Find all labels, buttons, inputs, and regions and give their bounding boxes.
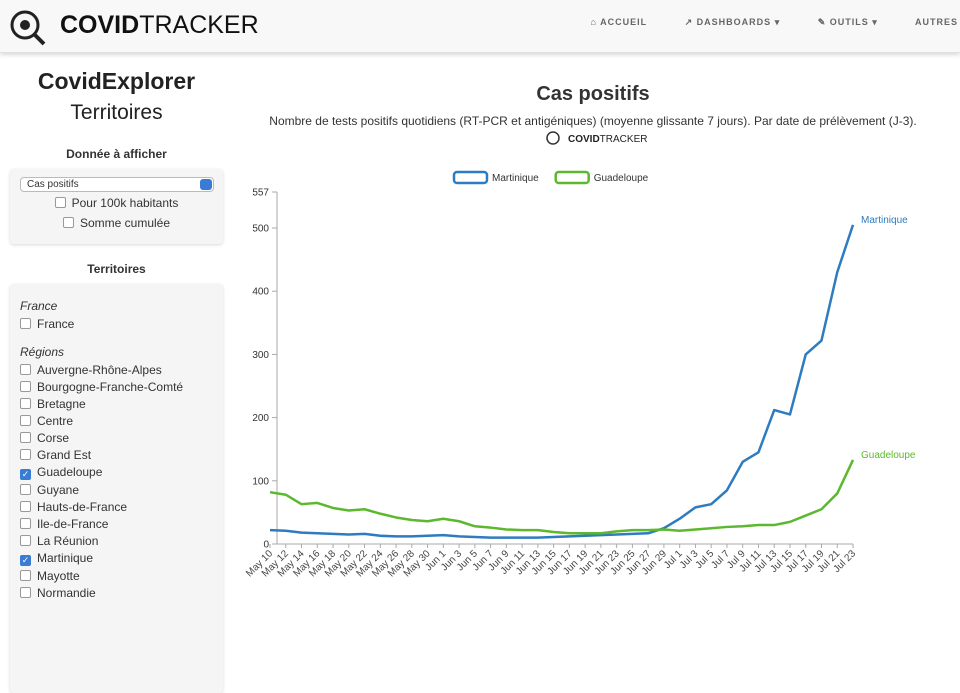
- nav-label: OUTILS: [830, 17, 869, 27]
- checkbox-label: Normandie: [37, 586, 96, 600]
- chart-credit: COVIDTRACKER: [568, 134, 647, 145]
- credit-icon: [547, 132, 559, 144]
- checkbox-label: Somme cumulée: [80, 216, 170, 230]
- checkbox-row[interactable]: France: [20, 317, 213, 331]
- checkbox[interactable]: [20, 364, 31, 375]
- options-panel: Cas positifs Pour 100k habitants Somme cu…: [10, 169, 223, 244]
- checkbox[interactable]: [63, 217, 74, 228]
- group-label: France: [20, 299, 213, 313]
- group-label: Régions: [20, 345, 213, 359]
- checkbox-label: Martinique: [37, 551, 93, 565]
- checkbox-row[interactable]: Auvergne-Rhône-Alpes: [20, 363, 213, 377]
- credit-bold: COVID: [568, 134, 600, 145]
- nav-label: ACCUEIL: [600, 17, 647, 27]
- checkbox-row[interactable]: Somme cumulée: [20, 216, 213, 230]
- nav-item[interactable]: AUTRES: [915, 17, 958, 27]
- series-end-label: Martinique: [861, 215, 908, 226]
- checkbox-row[interactable]: Ile-de-France: [20, 517, 213, 531]
- series-line: [270, 460, 853, 533]
- checkbox[interactable]: [20, 587, 31, 598]
- checkbox-label: Corse: [37, 431, 69, 445]
- select-value: Cas positifs: [27, 179, 79, 190]
- nav-item[interactable]: ↗ DASHBOARDS ▾: [685, 17, 781, 27]
- checkbox-row[interactable]: Bourgogne-Franche-Comté: [20, 380, 213, 394]
- y-tick-label: 100: [252, 476, 269, 487]
- checkbox-label: Centre: [37, 414, 73, 428]
- checkbox-label: Bourgogne-Franche-Comté: [37, 380, 183, 394]
- checkbox-label: Grand Est: [37, 448, 91, 462]
- y-tick-label: 300: [252, 350, 269, 361]
- sidebar-subtitle: Territoires: [10, 101, 223, 125]
- checkbox-label: Guadeloupe: [37, 465, 102, 479]
- nav-items: ⌂ ACCUEIL ↗ DASHBOARDS ▾ ✎ OUTILS ▾ AUTR…: [591, 17, 960, 28]
- legend-swatch: [454, 172, 487, 183]
- credit-light: TRACKER: [600, 134, 648, 145]
- checkbox[interactable]: [20, 318, 31, 329]
- checkbox-row[interactable]: La Réunion: [20, 534, 213, 548]
- chart-title: Cas positifs: [536, 83, 649, 105]
- checkbox[interactable]: [20, 432, 31, 443]
- checkbox[interactable]: [55, 197, 66, 208]
- checkbox[interactable]: [20, 381, 31, 392]
- checkbox[interactable]: [20, 398, 31, 409]
- checkbox[interactable]: [20, 449, 31, 460]
- checkbox[interactable]: [20, 415, 31, 426]
- checkbox[interactable]: ✓: [20, 555, 31, 566]
- select-arrow: [200, 179, 212, 190]
- y-tick-label: 400: [252, 287, 269, 298]
- logo: [8, 8, 46, 46]
- checkbox[interactable]: [20, 484, 31, 495]
- checkbox[interactable]: [20, 535, 31, 546]
- legend-label: Guadeloupe: [594, 173, 649, 184]
- checkbox[interactable]: ✓: [20, 469, 31, 480]
- nav-label: AUTRES: [915, 17, 958, 27]
- nav-item[interactable]: ✎ OUTILS ▾: [818, 17, 878, 27]
- y-tick-label: 500: [252, 224, 269, 235]
- chart: Cas positifs Nombre de tests positifs quo…: [230, 60, 960, 594]
- chart-subtitle: Nombre de tests positifs quotidiens (RT-…: [269, 114, 916, 128]
- brand-light: TRACKER: [139, 11, 258, 39]
- checkbox-row[interactable]: Guyane: [20, 483, 213, 497]
- checkbox-row[interactable]: Bretagne: [20, 397, 213, 411]
- legend-swatch: [556, 172, 589, 183]
- checkbox[interactable]: [20, 518, 31, 529]
- checkbox-label: Bretagne: [37, 397, 86, 411]
- checkbox-row[interactable]: Pour 100k habitants: [20, 196, 213, 210]
- checkbox[interactable]: [20, 501, 31, 512]
- checkbox-label: Pour 100k habitants: [72, 196, 179, 210]
- checkbox-label: La Réunion: [37, 534, 98, 548]
- territories-panel: France France Régions Auvergne-Rhône-Alpes B…: [10, 284, 223, 693]
- section-heading: Donnée à afficher: [10, 147, 223, 161]
- checkbox-label: Guyane: [37, 483, 79, 497]
- sidebar: CovidExplorer Territoires Donnée à affic…: [10, 60, 223, 693]
- legend-label: Martinique: [492, 173, 539, 184]
- nav-item[interactable]: ⌂ ACCUEIL: [591, 17, 648, 27]
- section-heading: Territoires: [10, 262, 223, 276]
- checkbox-row[interactable]: Hauts-de-France: [20, 500, 213, 514]
- sidebar-title: CovidExplorer: [10, 68, 223, 95]
- checkbox-row[interactable]: Mayotte: [20, 569, 213, 583]
- navbar: COVIDTRACKER ⌂ ACCUEIL ↗ DASHBOARDS ▾ ✎ …: [0, 0, 960, 53]
- checkbox-label: Hauts-de-France: [37, 500, 127, 514]
- checkbox-row[interactable]: ✓ Guadeloupe: [20, 465, 213, 480]
- nav-label: DASHBOARDS: [697, 17, 772, 27]
- checkbox-row[interactable]: Grand Est: [20, 448, 213, 462]
- checkbox-row[interactable]: ✓ Martinique: [20, 551, 213, 566]
- series-line: [270, 225, 853, 538]
- checkbox-label: Ile-de-France: [37, 517, 108, 531]
- checkbox[interactable]: [20, 570, 31, 581]
- checkbox-row[interactable]: Corse: [20, 431, 213, 445]
- y-tick-label: 557: [252, 188, 269, 199]
- checkbox-label: France: [37, 317, 74, 331]
- select[interactable]: Cas positifs: [20, 177, 214, 192]
- brand[interactable]: COVIDTRACKER: [60, 11, 259, 40]
- checkbox-row[interactable]: Centre: [20, 414, 213, 428]
- checkbox-label: Auvergne-Rhône-Alpes: [37, 363, 162, 377]
- checkbox-label: Mayotte: [37, 569, 80, 583]
- brand-bold: COVID: [60, 11, 139, 39]
- checkbox-row[interactable]: Normandie: [20, 586, 213, 600]
- page: COVIDTRACKER ⌂ ACCUEIL ↗ DASHBOARDS ▾ ✎ …: [0, 0, 960, 594]
- series-end-label: Guadeloupe: [861, 450, 916, 461]
- y-tick-label: 200: [252, 413, 269, 424]
